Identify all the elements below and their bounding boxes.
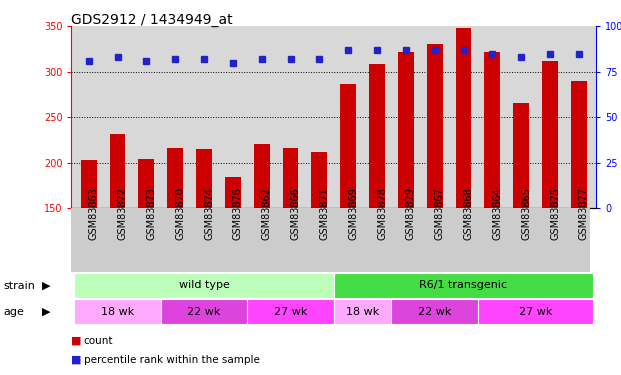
Text: GSM83878: GSM83878 [377, 187, 387, 240]
Bar [456, 28, 471, 208]
Text: GSM83867: GSM83867 [435, 187, 445, 240]
Bar [225, 177, 241, 208]
Bar [334, 273, 593, 298]
Text: ■: ■ [71, 355, 82, 365]
Bar [254, 144, 270, 208]
Bar [75, 299, 161, 324]
Bar [110, 135, 125, 208]
Bar [478, 299, 593, 324]
Text: GSM83879: GSM83879 [406, 187, 416, 240]
Bar [369, 64, 385, 208]
Bar [283, 148, 299, 208]
Bar [81, 160, 97, 208]
Bar [484, 52, 501, 208]
Text: GDS2912 / 1434949_at: GDS2912 / 1434949_at [71, 13, 233, 27]
Bar [427, 45, 443, 208]
Text: GSM83864: GSM83864 [492, 187, 502, 240]
Text: GSM83868: GSM83868 [463, 187, 474, 240]
Text: 27 wk: 27 wk [519, 307, 552, 316]
Text: ▶: ▶ [42, 307, 51, 317]
Bar [334, 299, 391, 324]
Text: 22 wk: 22 wk [418, 307, 451, 316]
Bar [398, 52, 414, 208]
Bar [167, 148, 183, 208]
Bar [196, 149, 212, 208]
Text: GSM83865: GSM83865 [521, 187, 531, 240]
Bar [340, 84, 356, 208]
Text: age: age [3, 307, 24, 317]
Text: GSM83866: GSM83866 [291, 187, 301, 240]
Text: wild type: wild type [179, 280, 230, 290]
Bar [514, 103, 529, 208]
Text: 18 wk: 18 wk [346, 307, 379, 316]
Bar [312, 152, 327, 208]
Text: GSM83873: GSM83873 [147, 187, 156, 240]
Text: GSM83876: GSM83876 [233, 187, 243, 240]
Bar [391, 299, 478, 324]
Bar [571, 81, 587, 208]
Bar [75, 273, 333, 298]
Text: GSM83869: GSM83869 [348, 187, 358, 240]
Bar [138, 159, 154, 208]
Text: 22 wk: 22 wk [188, 307, 220, 316]
Text: 27 wk: 27 wk [274, 307, 307, 316]
Bar [161, 299, 247, 324]
Text: GSM83874: GSM83874 [204, 187, 214, 240]
Text: R6/1 transgenic: R6/1 transgenic [419, 280, 507, 290]
Text: GSM83870: GSM83870 [175, 187, 185, 240]
Text: count: count [84, 336, 114, 345]
Text: strain: strain [3, 281, 35, 291]
Bar [247, 299, 334, 324]
Text: ■: ■ [71, 336, 82, 345]
Text: ▶: ▶ [42, 281, 51, 291]
Text: GSM83875: GSM83875 [550, 187, 560, 240]
Text: 18 wk: 18 wk [101, 307, 134, 316]
Text: GSM83877: GSM83877 [579, 187, 589, 240]
Bar [542, 61, 558, 208]
Text: GSM83862: GSM83862 [261, 187, 272, 240]
Text: GSM83863: GSM83863 [89, 187, 99, 240]
Text: GSM83872: GSM83872 [117, 187, 127, 240]
Text: GSM83871: GSM83871 [319, 187, 329, 240]
Text: percentile rank within the sample: percentile rank within the sample [84, 355, 260, 365]
